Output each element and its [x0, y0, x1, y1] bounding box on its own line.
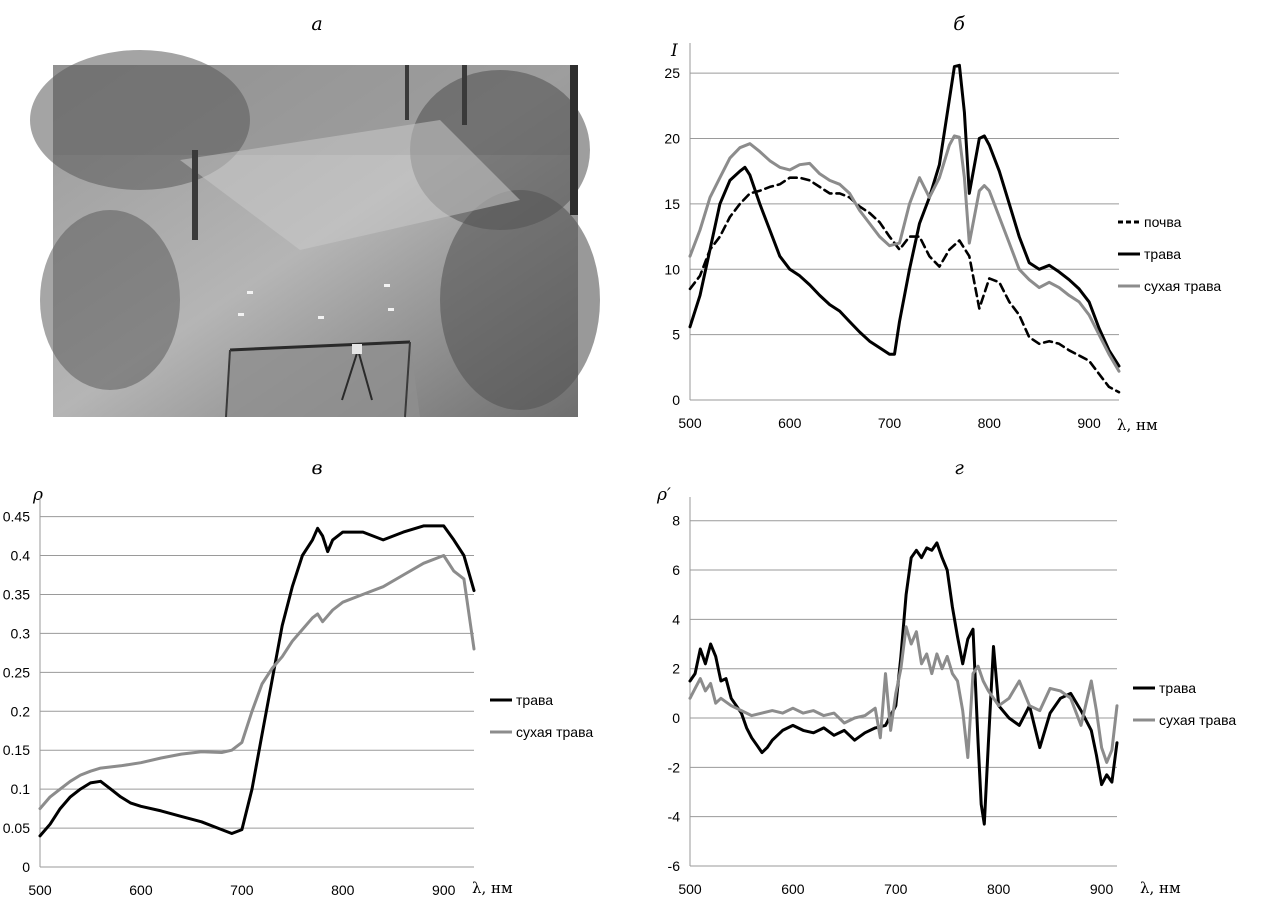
chart-g-ytick-label: 8: [672, 513, 680, 529]
chart-b-ytick-label: 0: [672, 392, 680, 408]
chart-b-xtick-label: 700: [878, 415, 902, 431]
chart-g-series-1: [688, 541, 1119, 826]
chart-g-series-2: [688, 625, 1119, 764]
chart-v-ytick-label: 0.25: [3, 664, 30, 680]
chart-b-series-3: [688, 134, 1121, 373]
chart-g-ytick-label: -4: [668, 809, 681, 825]
chart-g-xlabel: λ, нм: [1140, 879, 1181, 897]
chart-v-xlabel: λ, нм: [472, 879, 513, 897]
panel-v-title: в: [311, 457, 322, 479]
chart-b-ylabel: I: [670, 41, 678, 61]
panel-a-title: а: [311, 13, 322, 35]
chart-b-legend-label: сухая трава: [1144, 278, 1221, 294]
panel-b-title: б: [953, 13, 965, 35]
chart-g-xtick-label: 800: [987, 881, 1011, 897]
chart-v-xtick-label: 800: [331, 882, 355, 898]
chart-g-ytick-label: -6: [668, 858, 681, 874]
chart-v-ytick-label: 0.35: [3, 586, 30, 602]
chart-v-ytick-label: 0.45: [3, 509, 30, 525]
chart-g: ρ′ -6 -4 -2 0 2 4 6 8 500 600 700 800 900 λ, нм трав…: [656, 485, 1236, 897]
panel-g-title: г: [954, 457, 964, 479]
chart-g-legend-label: сухая трава: [1159, 712, 1236, 728]
chart-b: I 0 5 10 15 20 25 500 600 700 800 900 λ, нм почва т…: [664, 41, 1221, 434]
chart-g-ytick-label: 2: [672, 661, 680, 677]
chart-v-xtick-label: 900: [432, 882, 456, 898]
chart-b-xtick-label: 500: [678, 415, 702, 431]
chart-v-xtick-label: 600: [129, 882, 153, 898]
chart-v-ytick-label: 0.3: [11, 625, 31, 641]
chart-v-legend-label: сухая трава: [516, 724, 593, 740]
chart-v-ytick-label: 0.2: [11, 703, 31, 719]
chart-g-ytick-label: 0: [672, 710, 680, 726]
chart-v-xtick-label: 500: [28, 882, 52, 898]
chart-v-ylabel: ρ: [32, 485, 43, 505]
chart-b-legend-label: почва: [1144, 214, 1182, 230]
chart-v-xtick-label: 700: [230, 882, 254, 898]
chart-v-series-2: [38, 554, 476, 811]
chart-b-xtick-label: 600: [778, 415, 802, 431]
chart-b-xtick-label: 900: [1077, 415, 1101, 431]
chart-v-ytick-label: 0: [22, 859, 30, 875]
chart-g-ytick-label: 4: [672, 611, 680, 627]
chart-b-ytick-label: 20: [664, 131, 680, 147]
chart-v-series-1: [38, 524, 476, 838]
chart-b-xlabel: λ, нм: [1117, 416, 1158, 434]
chart-v-ytick-label: 0.05: [3, 820, 30, 836]
chart-g-ytick-label: 6: [672, 562, 680, 578]
chart-b-series-1: [688, 176, 1121, 394]
chart-v-ytick-label: 0.4: [11, 548, 31, 564]
chart-b-ytick-label: 25: [664, 65, 680, 81]
chart-v-legend-label: трава: [516, 692, 553, 708]
chart-g-xtick-label: 700: [884, 881, 908, 897]
chart-b-ytick-label: 10: [664, 261, 680, 277]
chart-g-xtick-label: 900: [1090, 881, 1114, 897]
chart-b-ytick-label: 5: [672, 327, 680, 343]
chart-b-ytick-label: 15: [664, 196, 680, 212]
chart-g-xtick-label: 600: [781, 881, 805, 897]
chart-g-legend-label: трава: [1159, 680, 1196, 696]
chart-b-series-2: [688, 63, 1121, 368]
field-photo: [30, 50, 600, 418]
chart-v: ρ 0 0.05 0.1 0.15 0.2 0.25 0.3 0.35 0.4 0.45 500 60…: [3, 485, 594, 898]
chart-g-xtick-label: 500: [678, 881, 702, 897]
chart-b-xtick-label: 800: [978, 415, 1002, 431]
chart-g-ytick-label: -2: [668, 759, 681, 775]
chart-v-ytick-label: 0.1: [11, 781, 31, 797]
chart-v-ytick-label: 0.15: [3, 742, 30, 758]
chart-g-ylabel: ρ′: [656, 485, 671, 505]
chart-b-legend-label: трава: [1144, 246, 1181, 262]
